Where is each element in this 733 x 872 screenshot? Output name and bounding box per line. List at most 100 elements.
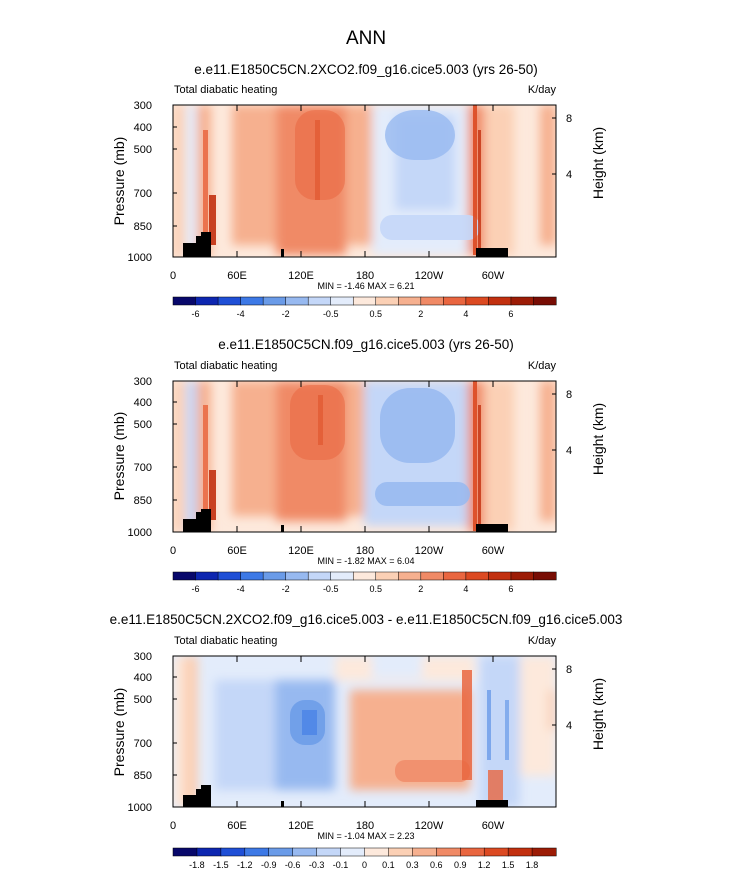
colorbar-label: 0.6 (430, 860, 443, 870)
min-max-label: MIN = -1.46 MAX = 6.21 (317, 281, 414, 291)
colorbar-box (533, 571, 557, 581)
heatmap-field (173, 656, 556, 807)
colorbar-label: 0 (362, 860, 367, 870)
colorbar-box (364, 847, 389, 857)
panel-1: e.e11.E1850C5CN.2XCO2.f09_g16.cice5.003 … (111, 62, 606, 319)
y-tick-label: 300 (134, 651, 152, 663)
x-tick-label: 60E (227, 270, 247, 282)
x-tick-label: 60E (227, 545, 247, 557)
colorbar-box (220, 847, 246, 857)
colorbar-box (244, 847, 270, 857)
y-tick-label: 400 (134, 397, 152, 409)
colorbar-box (465, 571, 489, 581)
min-max-label: MIN = -1.04 MAX = 2.23 (317, 831, 414, 841)
colorbar-label: 2 (418, 309, 423, 319)
colorbar-label: 6 (508, 584, 513, 594)
panel-title: e.e11.E1850C5CN.2XCO2.f09_g16.cice5.003 … (110, 612, 623, 627)
y-tick-label: 700 (134, 188, 152, 200)
colorbar-label: -1.8 (189, 860, 205, 870)
y-axis-right (552, 393, 556, 451)
colorbar-label: 1.5 (502, 860, 515, 870)
colorbar (172, 847, 557, 857)
colorbar-box (316, 847, 342, 857)
panel-title: e.e11.E1850C5CN.2XCO2.f09_g16.cice5.003 … (194, 62, 537, 77)
x-tick-label: 120E (288, 545, 314, 557)
colorbar-box (531, 847, 557, 857)
units-label: K/day (528, 360, 557, 372)
colorbar-box (285, 571, 309, 581)
colorbar-label: 4 (463, 584, 468, 594)
colorbar-box (420, 296, 444, 306)
variable-label: Total diabatic heating (174, 635, 277, 647)
x-tick-label: 180 (356, 270, 374, 282)
y-tick-label: 850 (134, 770, 152, 782)
colorbar (172, 571, 557, 581)
x-tick-label: 0 (170, 545, 176, 557)
colorbar-label: 0.5 (370, 309, 383, 319)
colorbar-label: 0.5 (370, 584, 383, 594)
colorbar-box (195, 296, 219, 306)
x-tick-label: 120W (415, 545, 444, 557)
colorbar-box (465, 296, 489, 306)
colorbar (172, 296, 557, 306)
x-tick-label: 120W (415, 820, 444, 832)
panel-title: e.e11.E1850C5CN.f09_g16.cice5.003 (yrs 2… (218, 337, 513, 352)
colorbar-label: -0.9 (261, 860, 277, 870)
colorbar-box (292, 847, 318, 857)
y-right-axis-label: Height (km) (590, 403, 606, 475)
colorbar-box (240, 296, 264, 306)
colorbar-box (483, 847, 509, 857)
colorbar-box (352, 571, 377, 581)
colorbar-label: -0.1 (333, 860, 349, 870)
colorbar-box (375, 296, 399, 306)
colorbar-box (307, 296, 332, 306)
colorbar-box (340, 847, 366, 857)
y-tick-label: 400 (134, 672, 152, 684)
y-right-tick-label: 4 (566, 720, 572, 732)
y-axis-label: Pressure (mb) (111, 688, 127, 777)
panel-3: e.e11.E1850C5CN.2XCO2.f09_g16.cice5.003 … (110, 612, 623, 870)
y-right-tick-label: 4 (566, 169, 572, 181)
y-right-tick-label: 4 (566, 445, 572, 457)
x-tick-label: 60W (482, 270, 505, 282)
colorbar-label: 2 (418, 584, 423, 594)
colorbar-label: -6 (192, 309, 200, 319)
x-tick-label: 60E (227, 820, 247, 832)
x-tick-label: 60W (482, 545, 505, 557)
colorbar-box (510, 296, 535, 306)
y-axis-right (552, 668, 556, 726)
y-right-tick-label: 8 (566, 389, 572, 401)
y-axis-label: Pressure (mb) (111, 137, 127, 226)
min-max-label: MIN = -1.82 MAX = 6.04 (317, 556, 414, 566)
x-tick-label: 120W (415, 270, 444, 282)
colorbar-box (268, 847, 294, 857)
y-tick-label: 500 (134, 144, 152, 156)
y-tick-label: 700 (134, 462, 152, 474)
colorbar-box (412, 847, 437, 857)
y-tick-label: 300 (134, 100, 152, 112)
colorbar-label: -4 (237, 309, 245, 319)
colorbar-label: 4 (463, 309, 468, 319)
colorbar-box (398, 296, 422, 306)
y-tick-label: 1000 (128, 802, 152, 814)
colorbar-box (507, 847, 533, 857)
colorbar-box (196, 847, 222, 857)
colorbar-label: 0.1 (382, 860, 395, 870)
colorbar-box (172, 847, 198, 857)
colorbar-label: -1.2 (237, 860, 253, 870)
colorbar-label: 0.3 (406, 860, 419, 870)
colorbar-box (330, 296, 354, 306)
y-tick-label: 1000 (128, 527, 152, 539)
panel-2: e.e11.E1850C5CN.f09_g16.cice5.003 (yrs 2… (111, 337, 606, 594)
colorbar-box (398, 571, 422, 581)
colorbar-box (195, 571, 219, 581)
page-title: ANN (346, 28, 386, 49)
colorbar-box (488, 571, 512, 581)
colorbar-label: -4 (237, 584, 245, 594)
colorbar-box (307, 571, 332, 581)
y-tick-label: 700 (134, 738, 152, 750)
y-tick-label: 300 (134, 376, 152, 388)
x-tick-label: 0 (170, 820, 176, 832)
y-right-tick-label: 8 (566, 664, 572, 676)
colorbar-box (388, 847, 413, 857)
